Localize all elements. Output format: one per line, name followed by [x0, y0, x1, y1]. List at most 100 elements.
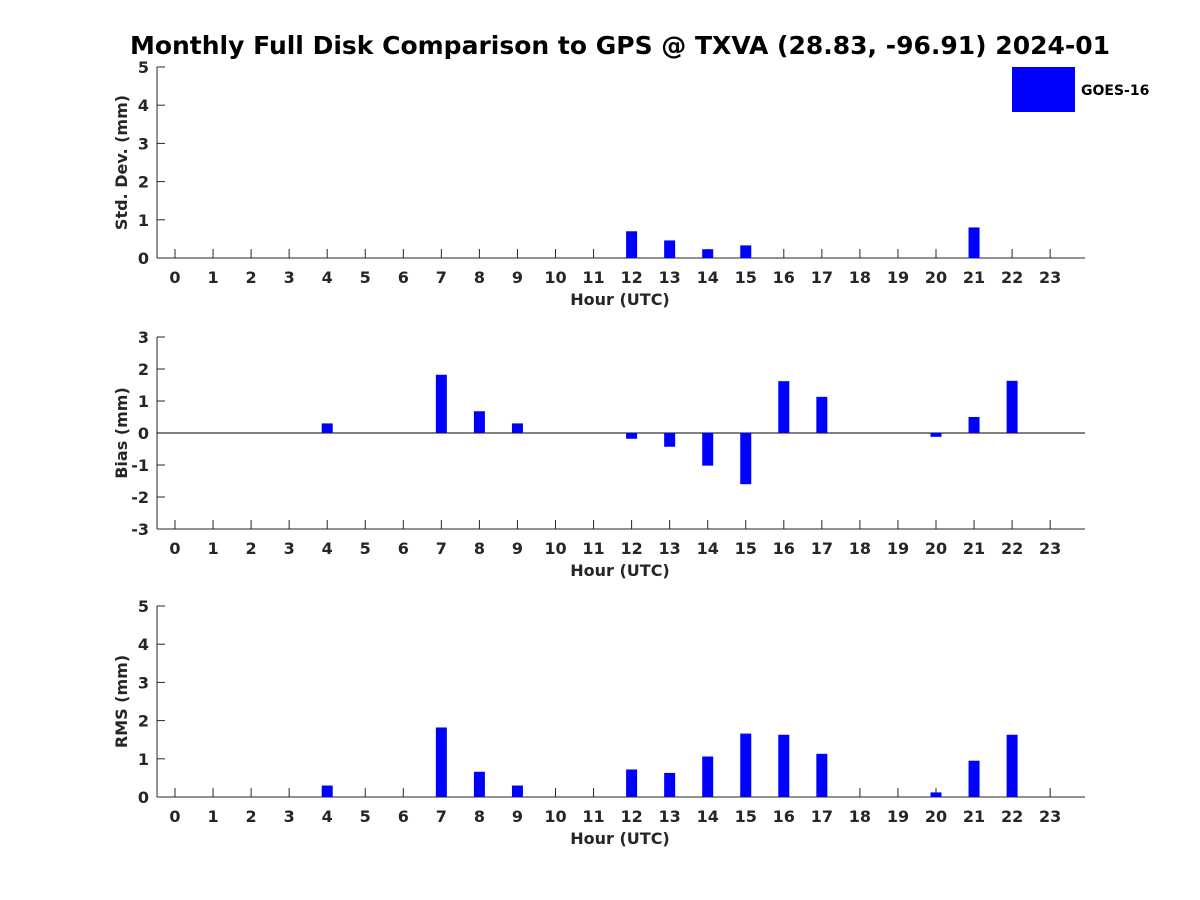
x-tick-label: 2	[246, 539, 257, 558]
x-axis-label: Hour (UTC)	[570, 829, 670, 848]
x-tick-label: 18	[849, 268, 871, 287]
y-axis-label: RMS (mm)	[112, 655, 131, 748]
x-tick-label: 22	[1001, 807, 1023, 826]
x-tick-label: 16	[773, 268, 795, 287]
bar-hour-13	[664, 433, 676, 447]
bar-hour-20	[930, 792, 942, 797]
x-tick-label: 12	[620, 268, 642, 287]
x-tick-label: 23	[1039, 539, 1061, 558]
bar-hour-15	[740, 433, 752, 485]
x-axis-label: Hour (UTC)	[570, 290, 670, 309]
x-tick-label: 20	[925, 539, 947, 558]
x-tick-label: 15	[735, 807, 757, 826]
x-tick-label: 14	[697, 807, 719, 826]
y-tick-label: -1	[131, 456, 149, 475]
y-tick-label: 3	[138, 328, 149, 347]
x-tick-label: 21	[963, 807, 985, 826]
bar-hour-15	[740, 245, 752, 258]
y-tick-label: 2	[138, 712, 149, 731]
x-tick-label: 19	[887, 807, 909, 826]
y-tick-label: 3	[138, 673, 149, 692]
bar-hour-17	[816, 753, 828, 797]
x-tick-label: 2	[246, 807, 257, 826]
x-tick-label: 4	[322, 268, 333, 287]
x-tick-label: 5	[360, 539, 371, 558]
bar-hour-9	[511, 785, 523, 797]
x-tick-label: 23	[1039, 807, 1061, 826]
x-tick-label: 17	[811, 807, 833, 826]
x-tick-label: 15	[735, 268, 757, 287]
x-tick-label: 19	[887, 268, 909, 287]
x-tick-label: 12	[620, 807, 642, 826]
x-tick-label: 4	[322, 807, 333, 826]
x-tick-label: 10	[544, 268, 566, 287]
x-tick-label: 6	[398, 539, 409, 558]
y-tick-label: 2	[138, 360, 149, 379]
y-tick-label: 1	[138, 750, 149, 769]
y-tick-label: 1	[138, 211, 149, 230]
bar-hour-9	[511, 423, 523, 433]
x-tick-label: 17	[811, 268, 833, 287]
x-tick-label: 10	[544, 539, 566, 558]
bar-hour-7	[435, 374, 447, 433]
bar-hour-4	[321, 423, 333, 433]
x-tick-label: 0	[169, 539, 180, 558]
y-tick-label: 4	[138, 96, 149, 115]
y-tick-label: 0	[138, 249, 149, 268]
x-tick-label: 11	[582, 268, 604, 287]
x-tick-label: 14	[697, 539, 719, 558]
y-tick-label: 2	[138, 173, 149, 192]
x-tick-label: 9	[512, 807, 523, 826]
y-tick-label: 5	[138, 58, 149, 77]
x-tick-label: 14	[697, 268, 719, 287]
bar-hour-12	[626, 433, 638, 439]
y-axis-label: Bias (mm)	[112, 387, 131, 479]
x-tick-label: 9	[512, 539, 523, 558]
bar-hour-16	[778, 734, 790, 797]
x-tick-label: 1	[207, 539, 218, 558]
x-tick-label: 5	[360, 807, 371, 826]
x-tick-label: 22	[1001, 268, 1023, 287]
x-tick-label: 12	[620, 539, 642, 558]
bar-hour-22	[1006, 734, 1018, 797]
x-tick-label: 2	[246, 268, 257, 287]
y-tick-label: 3	[138, 134, 149, 153]
bar-hour-16	[778, 381, 790, 433]
bar-hour-14	[702, 756, 714, 797]
x-tick-label: 8	[474, 268, 485, 287]
bar-hour-22	[1006, 380, 1018, 433]
y-tick-label: -3	[131, 520, 149, 539]
x-tick-label: 18	[849, 539, 871, 558]
x-axis-label: Hour (UTC)	[570, 561, 670, 580]
x-tick-label: 16	[773, 807, 795, 826]
x-tick-label: 11	[582, 807, 604, 826]
x-tick-label: 0	[169, 268, 180, 287]
x-tick-label: 11	[582, 539, 604, 558]
x-tick-label: 18	[849, 807, 871, 826]
y-tick-label: 5	[138, 597, 149, 616]
bar-hour-7	[435, 727, 447, 797]
x-tick-label: 8	[474, 807, 485, 826]
bar-hour-15	[740, 733, 752, 797]
x-tick-label: 15	[735, 539, 757, 558]
x-tick-label: 1	[207, 268, 218, 287]
x-tick-label: 13	[659, 268, 681, 287]
y-tick-label: 0	[138, 788, 149, 807]
x-tick-label: 0	[169, 807, 180, 826]
bar-hour-20	[930, 433, 942, 437]
x-tick-label: 8	[474, 539, 485, 558]
chart-title: Monthly Full Disk Comparison to GPS @ TX…	[130, 31, 1110, 60]
x-tick-label: 3	[284, 807, 295, 826]
bar-hour-12	[626, 769, 638, 797]
bar-hour-21	[968, 760, 980, 797]
x-tick-label: 7	[436, 807, 447, 826]
x-tick-label: 22	[1001, 539, 1023, 558]
y-tick-label: 4	[138, 635, 149, 654]
bar-hour-17	[816, 396, 828, 433]
x-tick-label: 20	[925, 268, 947, 287]
x-tick-label: 9	[512, 268, 523, 287]
y-tick-label: 0	[138, 424, 149, 443]
x-tick-label: 13	[659, 807, 681, 826]
